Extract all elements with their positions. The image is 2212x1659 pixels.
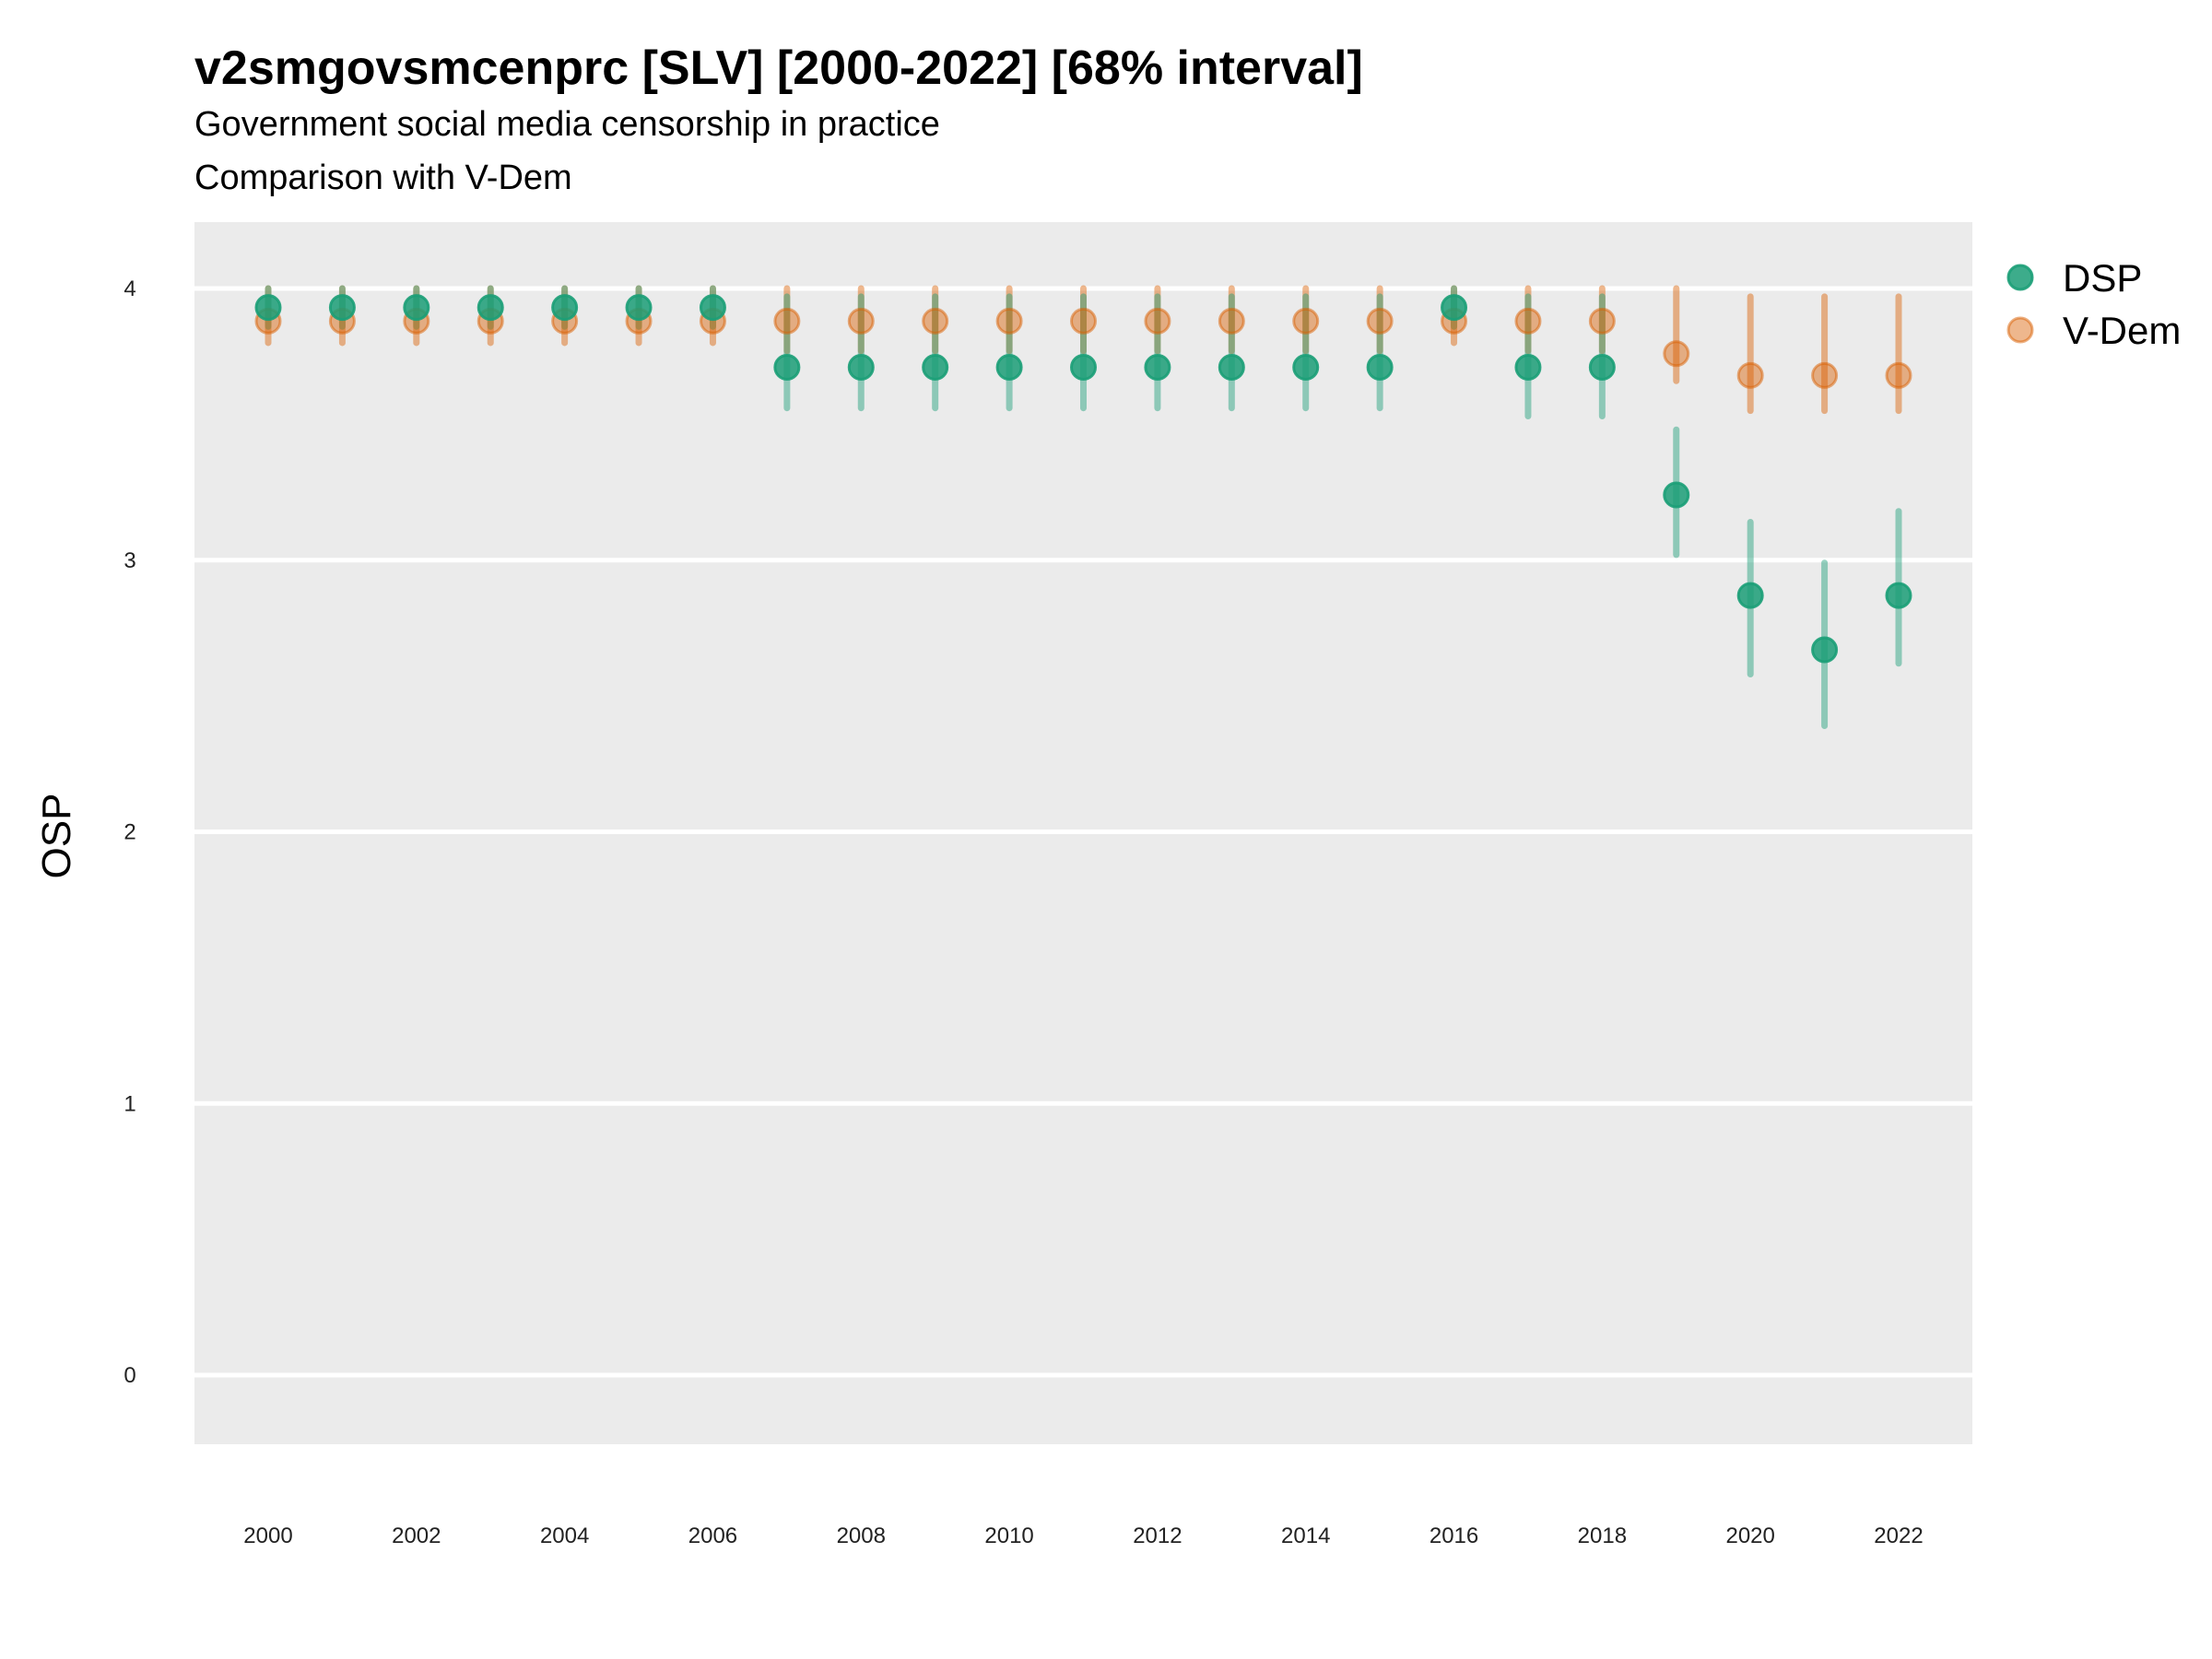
y-tick-label: 2 (124, 820, 135, 845)
point-dsp (1588, 353, 1616, 381)
x-tick-label: 2020 (1725, 1524, 1774, 1548)
point-dsp (1218, 353, 1245, 381)
point-v-dem (922, 307, 949, 335)
point-v-dem (1218, 307, 1245, 335)
y-tick-label: 0 (124, 1363, 135, 1388)
chart-title: v2smgovsmcenprc [SLV] [2000-2022] [68% i… (194, 41, 1363, 95)
point-dsp (477, 294, 504, 322)
point-dsp (1366, 353, 1394, 381)
x-tick-label: 2010 (984, 1524, 1033, 1548)
chart-subtitle-2: Comparison with V-Dem (194, 159, 572, 197)
legend-key-dsp (2006, 264, 2034, 291)
legend: DSP V-Dem (2006, 256, 2181, 352)
x-tick-label: 2014 (1281, 1524, 1330, 1548)
point-v-dem (1366, 307, 1394, 335)
x-tick-label: 2022 (1874, 1524, 1923, 1548)
point-v-dem (773, 307, 801, 335)
point-dsp (1514, 353, 1542, 381)
point-v-dem (1514, 307, 1542, 335)
y-tick-label: 3 (124, 548, 135, 573)
point-dsp (699, 294, 726, 322)
chart-subtitle-1: Government social media censorship in pr… (194, 105, 940, 144)
point-dsp (1292, 353, 1320, 381)
point-v-dem (1070, 307, 1097, 335)
y-tick-label: 4 (124, 276, 135, 301)
point-dsp (254, 294, 282, 322)
point-dsp (1070, 353, 1097, 381)
point-v-dem (995, 307, 1023, 335)
x-tick-label: 2004 (540, 1524, 589, 1548)
y-tick-label: 1 (124, 1091, 135, 1116)
point-dsp (551, 294, 579, 322)
x-tick-label: 2016 (1430, 1524, 1478, 1548)
point-dsp (995, 353, 1023, 381)
point-dsp (1441, 294, 1468, 322)
point-dsp (1885, 582, 1912, 609)
point-dsp (1811, 636, 1839, 664)
point-dsp (1144, 353, 1171, 381)
point-v-dem (1292, 307, 1320, 335)
x-tick-label: 2000 (243, 1524, 292, 1548)
point-v-dem (1885, 361, 1912, 389)
y-axis-label: OSP (34, 794, 79, 879)
point-dsp (625, 294, 653, 322)
x-tick-label: 2002 (392, 1524, 441, 1548)
point-dsp (1736, 582, 1764, 609)
point-v-dem (1588, 307, 1616, 335)
x-tick-label: 2012 (1133, 1524, 1182, 1548)
point-v-dem (1663, 340, 1690, 368)
point-dsp (847, 353, 875, 381)
legend-label: V-Dem (2063, 309, 2181, 352)
point-dsp (403, 294, 430, 322)
point-v-dem (1811, 361, 1839, 389)
legend-key-v-dem (2006, 316, 2034, 344)
x-tick-label: 2006 (688, 1524, 737, 1548)
point-dsp (1663, 481, 1690, 509)
point-v-dem (1736, 361, 1764, 389)
point-v-dem (847, 307, 875, 335)
point-dsp (328, 294, 356, 322)
point-dsp (922, 353, 949, 381)
x-tick-label: 2008 (837, 1524, 886, 1548)
x-tick-label: 2018 (1578, 1524, 1627, 1548)
legend-label: DSP (2063, 256, 2142, 300)
point-v-dem (1144, 307, 1171, 335)
point-dsp (773, 353, 801, 381)
